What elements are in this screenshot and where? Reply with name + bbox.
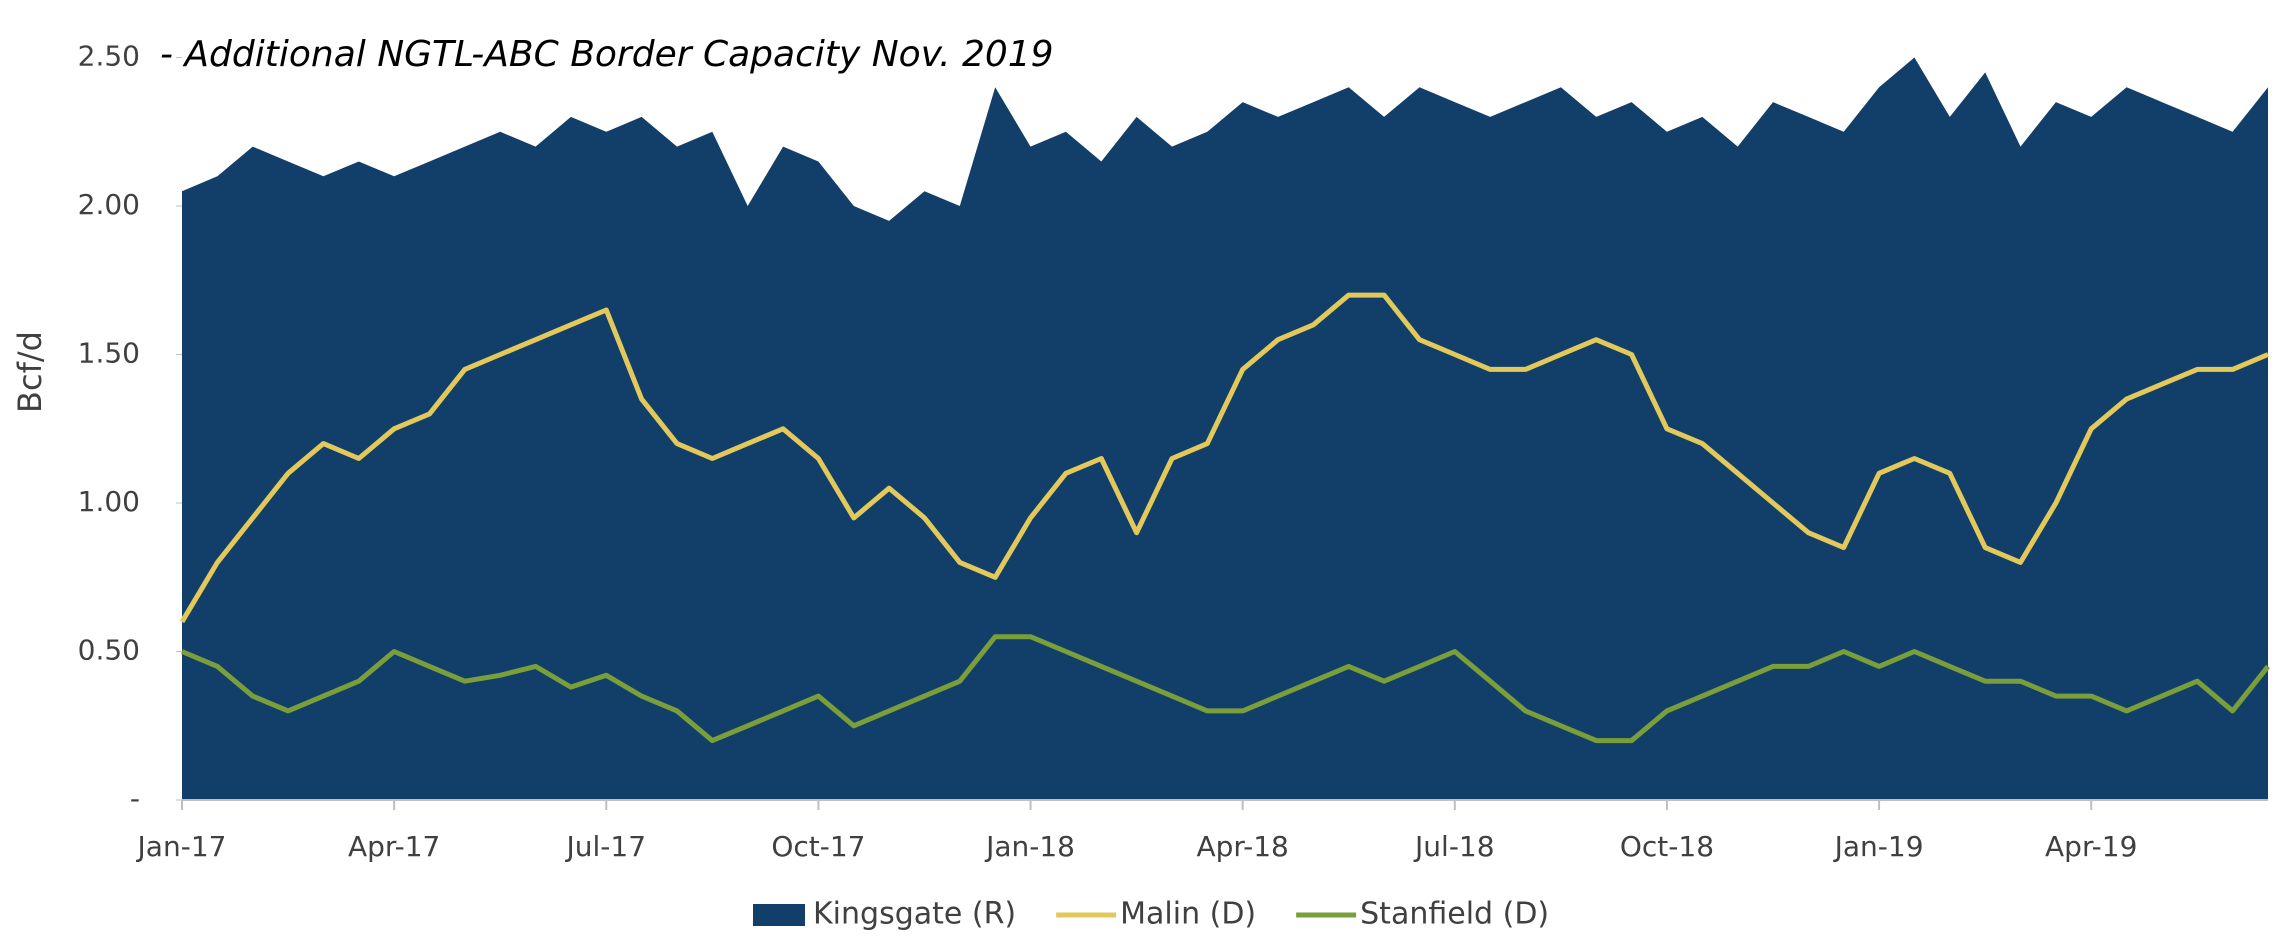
annotation: - Additional NGTL-ABC Border Capacity No… xyxy=(160,34,1054,75)
y-tick-label: - xyxy=(130,782,140,815)
y-tick-label: 0.50 xyxy=(78,634,140,667)
x-tick-label: Jan-19 xyxy=(1833,830,1924,863)
x-tick-label: Jul-17 xyxy=(565,830,647,863)
x-tick-label: Oct-18 xyxy=(1620,830,1714,863)
y-tick-label: 1.00 xyxy=(78,485,140,518)
x-tick-label: Apr-18 xyxy=(1196,830,1288,863)
area xyxy=(182,57,2268,800)
y-tick-label: 1.50 xyxy=(78,337,140,370)
legend-label: Kingsgate (R) xyxy=(813,897,1016,932)
legend-swatch xyxy=(753,904,805,926)
x-tick-label: Oct-17 xyxy=(771,830,865,863)
y-axis-label: Bcf/d xyxy=(11,331,49,413)
x-tick-label: Jul-18 xyxy=(1413,830,1495,863)
y-tick-label: 2.50 xyxy=(78,40,140,73)
legend-label: Malin (D) xyxy=(1120,897,1256,932)
x-tick-label: Jan-17 xyxy=(136,830,227,863)
y-tick-label: 2.00 xyxy=(78,188,140,221)
line xyxy=(179,292,2269,624)
x-tick-label: Apr-19 xyxy=(2045,830,2137,863)
x-tick-label: Jan-18 xyxy=(984,830,1075,863)
line xyxy=(181,634,2270,744)
legend-label: Stanfield (D) xyxy=(1360,897,1549,932)
x-tick-label: Apr-17 xyxy=(348,830,440,863)
